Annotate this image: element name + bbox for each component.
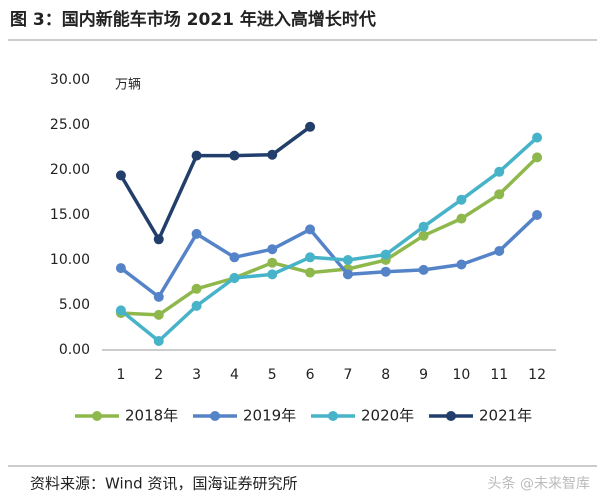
- legend-marker: [92, 411, 102, 421]
- legend-marker: [446, 411, 456, 421]
- x-tick-label: 4: [230, 367, 239, 383]
- point: [191, 228, 202, 239]
- point: [380, 266, 391, 277]
- point: [305, 121, 316, 132]
- legend-marker: [210, 411, 220, 421]
- x-tick-label: 6: [306, 367, 315, 383]
- y-tick-label: 25.00: [50, 117, 90, 133]
- point: [267, 257, 278, 268]
- point: [115, 263, 126, 274]
- x-tick-label: 5: [268, 367, 277, 383]
- y-tick-label: 5.00: [59, 297, 90, 313]
- x-tick-label: 9: [419, 367, 428, 383]
- point: [380, 249, 391, 260]
- series-line: [119, 213, 539, 299]
- point: [532, 210, 543, 220]
- x-tick-label: 8: [381, 367, 390, 383]
- legend-label: 2019年: [243, 407, 296, 425]
- point: [305, 267, 316, 278]
- legend-label: 2018年: [125, 407, 178, 425]
- point: [305, 252, 316, 263]
- point: [494, 189, 505, 200]
- point: [494, 166, 505, 177]
- point: [153, 291, 164, 302]
- point: [191, 283, 202, 294]
- point: [115, 170, 126, 181]
- y-tick-label: 10.00: [50, 252, 90, 268]
- point: [418, 221, 429, 232]
- point: [532, 132, 543, 143]
- x-tick-label: 10: [453, 367, 471, 383]
- unit-label: 万辆: [115, 78, 141, 93]
- point: [191, 150, 202, 161]
- series-line: [119, 125, 312, 242]
- point: [153, 234, 164, 245]
- point: [456, 213, 467, 224]
- point: [229, 150, 240, 161]
- point: [494, 246, 505, 256]
- legend-label: 2021年: [479, 407, 532, 425]
- watermark: 头条 @未来智库: [488, 475, 590, 492]
- chart-title: 图 3：国内新能车市场 2021 年进入高增长时代: [10, 9, 376, 30]
- point: [456, 194, 467, 205]
- point: [267, 244, 278, 255]
- point: [342, 255, 353, 265]
- point: [115, 305, 126, 316]
- legend-label: 2020年: [361, 407, 414, 425]
- point: [456, 259, 467, 270]
- series-line: [119, 136, 539, 343]
- x-tick-label: 7: [343, 367, 352, 383]
- point: [153, 336, 164, 346]
- x-tick-label: 3: [192, 367, 201, 383]
- point: [305, 224, 316, 235]
- x-tick-label: 11: [490, 367, 508, 383]
- point: [229, 273, 240, 283]
- point: [191, 300, 202, 311]
- point: [229, 252, 240, 263]
- y-tick-label: 30.00: [50, 72, 90, 88]
- point: [532, 152, 543, 163]
- series-line: [120, 156, 539, 317]
- x-tick-label: 12: [528, 367, 546, 383]
- point: [267, 269, 278, 280]
- x-tick-label: 2: [154, 367, 163, 383]
- y-tick-label: 15.00: [50, 207, 90, 223]
- point: [267, 149, 278, 160]
- legend-marker: [328, 411, 338, 421]
- point: [153, 309, 164, 320]
- y-tick-label: 0.00: [59, 342, 90, 358]
- y-tick-label: 20.00: [50, 162, 90, 178]
- point: [418, 264, 429, 275]
- point: [342, 269, 353, 280]
- source: 资料来源：Wind 资讯，国海证券研究所: [30, 475, 297, 493]
- x-tick-label: 1: [116, 367, 125, 383]
- point: [418, 230, 429, 241]
